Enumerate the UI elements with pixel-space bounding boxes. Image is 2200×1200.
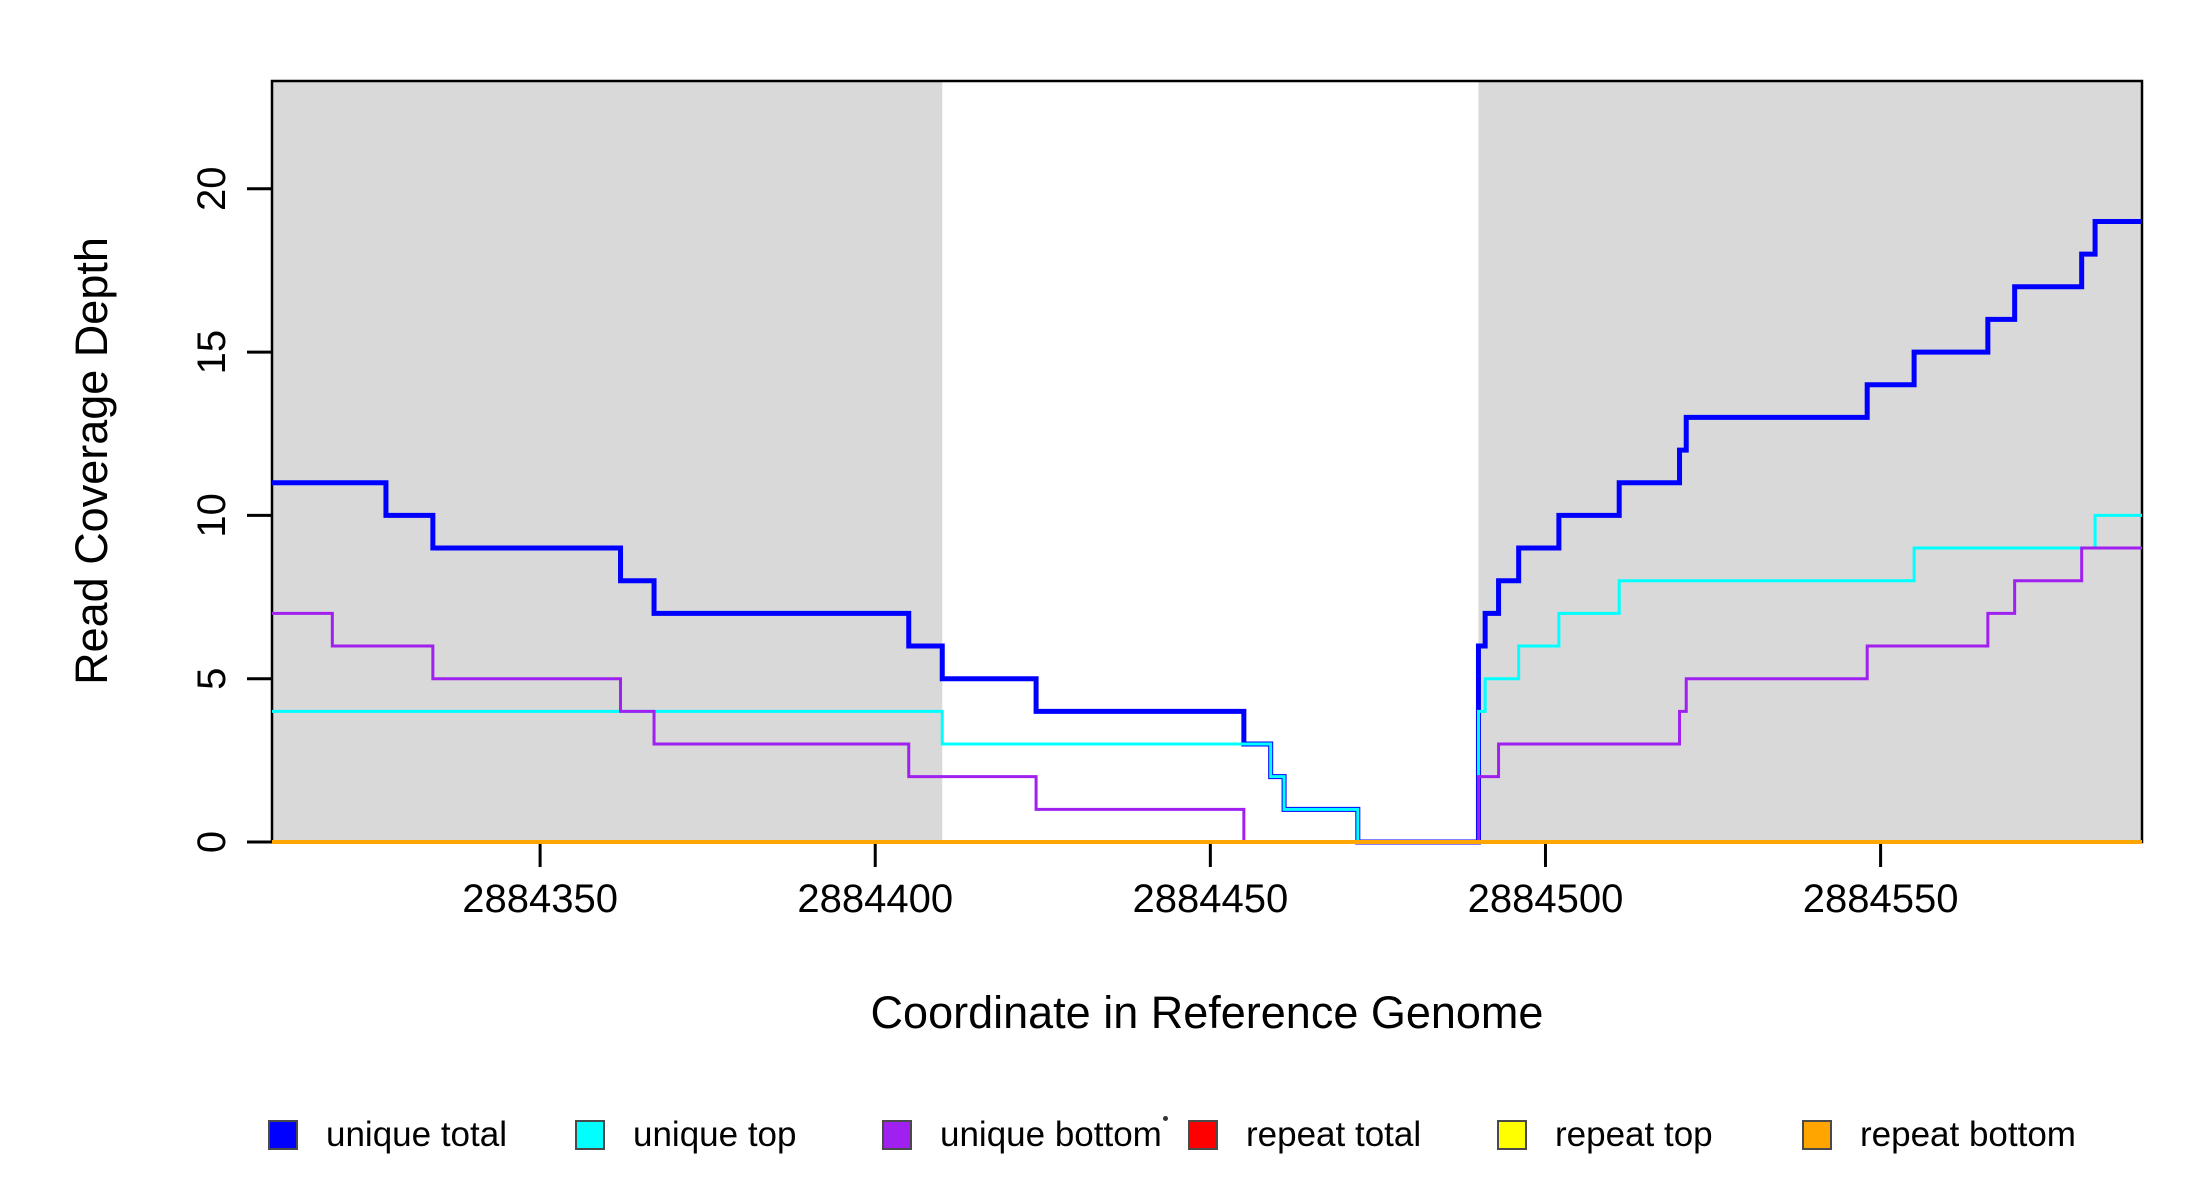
legend-item-repeat-total: repeat total (1188, 1112, 1421, 1158)
legend-item-unique-total: unique total (268, 1112, 507, 1158)
repeat-top-swatch-icon (1497, 1120, 1527, 1150)
legend-label: repeat top (1555, 1115, 1713, 1154)
repeat-region-shade (272, 81, 943, 842)
legend-item-unique-top: unique top (575, 1112, 796, 1158)
unique-total-swatch-icon (268, 1120, 298, 1150)
repeat-region-shade (1478, 81, 2142, 842)
y-axis-title: Read Coverage Depth (66, 237, 117, 685)
y-tick-label: 0 (190, 831, 234, 853)
legend-label: unique bottom (940, 1115, 1162, 1154)
series-unique-top (272, 513, 2142, 844)
series-unique-bottom (272, 546, 2142, 844)
x-axis-title: Coordinate in Reference Genome (870, 987, 1544, 1038)
legend-label: unique total (326, 1115, 507, 1154)
legend-item-unique-bottom: unique bottom (882, 1112, 1162, 1158)
legend-item-repeat-top: repeat top (1497, 1112, 1713, 1158)
legend-label: repeat total (1246, 1115, 1422, 1154)
y-tick-label: 20 (190, 167, 234, 212)
x-tick-label: 2884550 (1803, 877, 1959, 921)
repeat-bottom-swatch-icon (1802, 1120, 1832, 1150)
legend-item-repeat-bottom: repeat bottom (1802, 1112, 2076, 1158)
x-tick-label: 2884500 (1468, 877, 1624, 921)
legend-label: unique top (633, 1115, 797, 1154)
unique-top-swatch-icon (575, 1120, 605, 1150)
y-tick-label: 10 (190, 493, 234, 538)
x-tick-label: 2884350 (462, 877, 618, 921)
stray-dot-artifact (1163, 1116, 1168, 1121)
x-tick-label: 2884400 (797, 877, 953, 921)
repeat-total-swatch-icon (1188, 1120, 1218, 1150)
x-tick-label: 2884450 (1132, 877, 1288, 921)
legend-label: repeat bottom (1860, 1115, 2076, 1154)
y-tick-label: 5 (190, 668, 234, 690)
series-unique-total (272, 218, 2142, 845)
y-tick-label: 15 (190, 330, 234, 375)
unique-bottom-swatch-icon (882, 1120, 912, 1150)
